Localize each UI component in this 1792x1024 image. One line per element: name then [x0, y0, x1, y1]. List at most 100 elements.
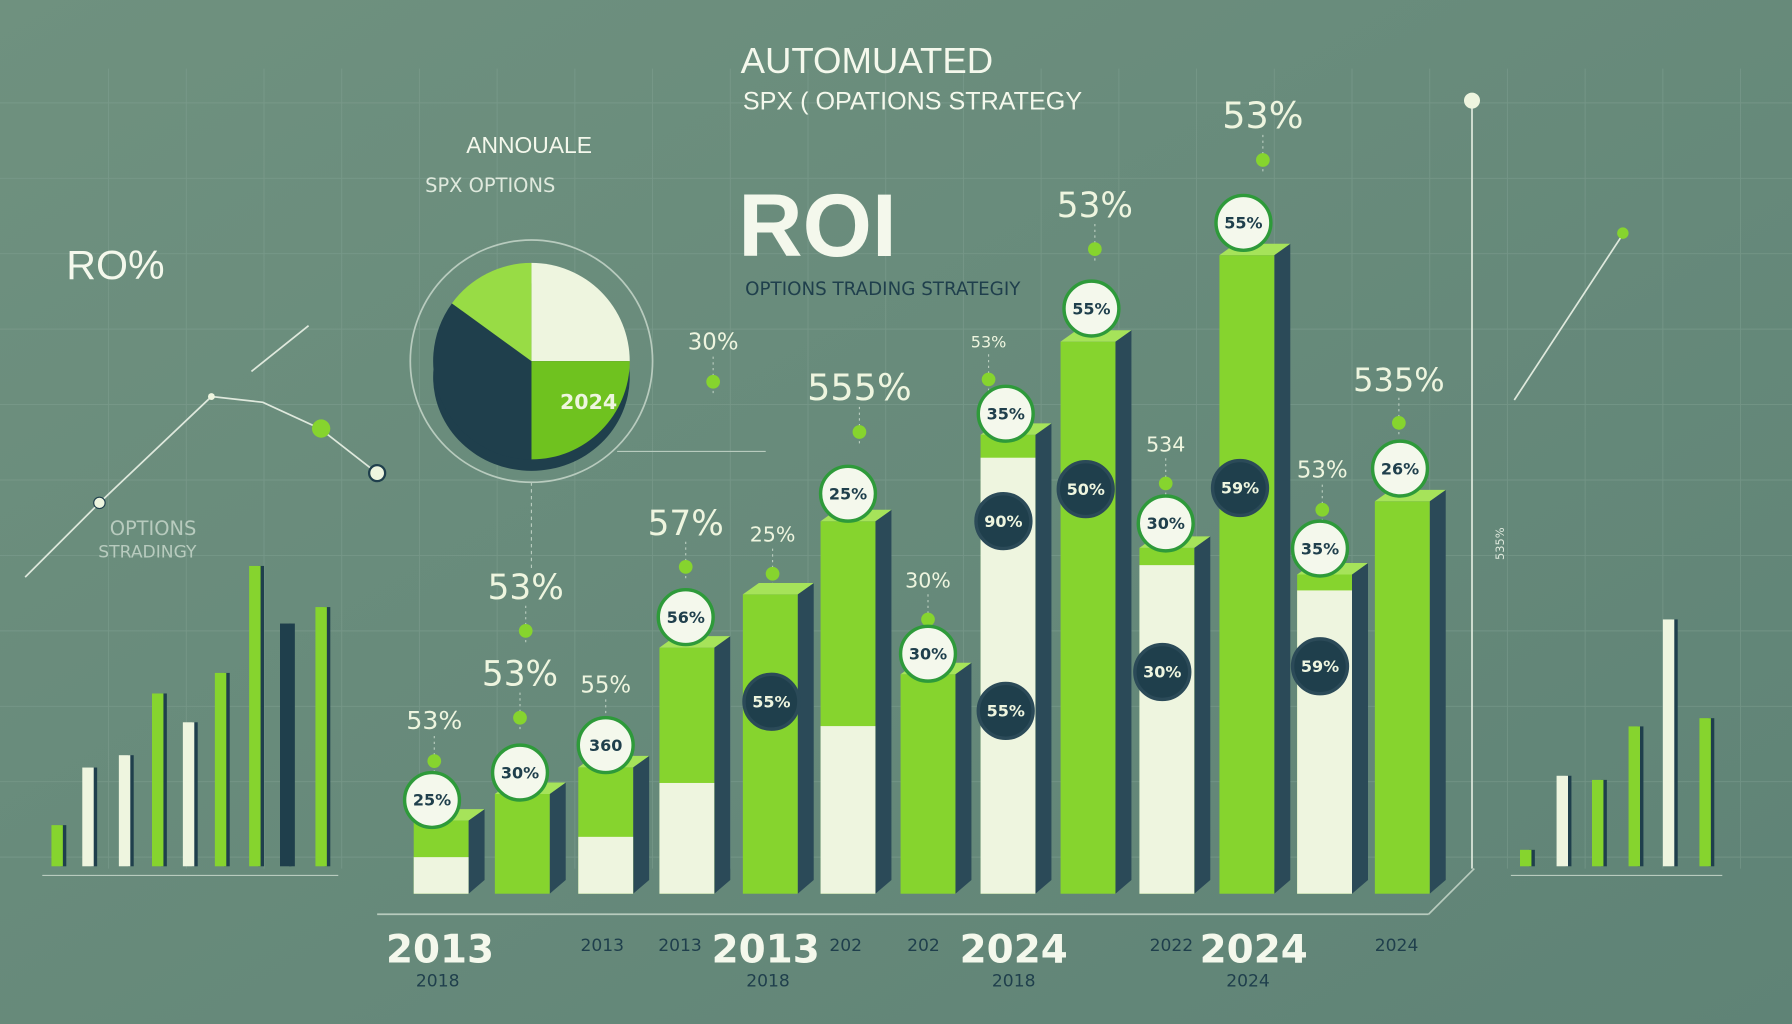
year-label: 2024	[1200, 927, 1308, 972]
bar	[1374, 501, 1430, 894]
year-label: 2018	[746, 971, 790, 991]
mini-bar	[1520, 849, 1532, 867]
mini-bar-shadow	[161, 693, 167, 867]
floating-label: 30%	[688, 330, 739, 356]
mini-bar	[51, 825, 63, 867]
badge-circle	[1056, 459, 1115, 519]
mini-bar	[1592, 779, 1604, 867]
year-label: 2024	[960, 927, 1068, 972]
line-point	[312, 419, 331, 438]
bar	[742, 594, 798, 894]
badge-label: 59%	[1221, 479, 1259, 498]
year-label: 202	[829, 936, 862, 956]
label-dot	[1392, 416, 1406, 430]
label-dot	[1088, 242, 1102, 256]
badge-circle	[402, 770, 462, 830]
mini-bar-shadow	[289, 623, 295, 867]
year-label: 2013	[386, 927, 494, 972]
mini-bar-shadow	[91, 767, 98, 867]
left-trend-line-2	[250, 325, 310, 373]
bar-side	[1429, 489, 1446, 894]
pie-slice	[531, 262, 630, 362]
reference-line-knob	[1464, 92, 1480, 109]
floating-label: 555%	[807, 366, 912, 409]
title-line-2: SPX ( OPATIONS STRATEGY	[743, 88, 1082, 116]
badge-circle	[898, 624, 958, 683]
bar-white-segment	[413, 857, 469, 894]
mini-bar	[1628, 726, 1640, 867]
roi-heading: ROI	[738, 175, 896, 275]
badge-circle	[742, 672, 801, 731]
label-dot	[765, 566, 780, 581]
badge-label: 55%	[1072, 299, 1110, 318]
pie-chart	[433, 262, 630, 460]
floating-label: 535%	[1353, 361, 1444, 399]
year-label: 2022	[1150, 936, 1194, 956]
baseline-diagonal	[1427, 867, 1475, 915]
label-dot	[1315, 502, 1330, 517]
bar-side	[955, 662, 972, 894]
label-dot	[427, 754, 442, 768]
mini-bar-shadow	[324, 607, 331, 867]
badge-label: 35%	[1301, 539, 1339, 558]
mini-bar-shadow	[224, 672, 230, 867]
mini-bar	[1662, 619, 1675, 867]
bar-side	[875, 509, 892, 894]
label-dot	[921, 612, 935, 627]
mini-bar	[118, 755, 131, 867]
mini-bar-shadow	[192, 722, 198, 867]
value-badges: 25% 30% 360 56% 55% 25% 30% 35% 90% 55% 55% 50% 30% 3…	[402, 193, 1430, 830]
mini-bar	[280, 623, 292, 867]
label-dot	[981, 372, 996, 387]
title-line-1: AUTOMUATED	[741, 40, 994, 81]
bar-white-segment	[659, 782, 715, 894]
label-dot	[513, 710, 527, 725]
floating-label: 53%	[1297, 458, 1348, 484]
mini-bar-shadow	[60, 825, 67, 867]
right-trend-line	[1513, 233, 1624, 401]
year-label: 202	[907, 936, 940, 956]
badge-label: 90%	[984, 512, 1022, 531]
mini-bar-shadow	[1529, 849, 1535, 867]
bar	[1219, 255, 1275, 894]
year-label: 2024	[1226, 971, 1270, 991]
badge-label: 56%	[667, 608, 705, 627]
bar-side	[1115, 330, 1132, 894]
pie-slice	[433, 303, 532, 460]
label-dot	[518, 624, 533, 638]
bar-white-segment	[1297, 590, 1352, 894]
year-label: 2013	[658, 936, 702, 956]
badge-label: 35%	[987, 404, 1025, 423]
badge-circle	[1290, 519, 1350, 578]
line-point	[93, 496, 106, 510]
year-label: 2018	[416, 971, 460, 991]
badge-circle	[576, 716, 635, 775]
label-dot	[852, 425, 867, 439]
badge-label: 55%	[752, 692, 790, 711]
line-point	[1617, 227, 1629, 239]
label-dot	[706, 374, 720, 389]
bar-side	[468, 809, 485, 894]
year-label: 2013	[580, 936, 624, 956]
bar-white-segment	[820, 726, 876, 894]
mini-bar	[82, 767, 94, 867]
bar-side	[1274, 243, 1291, 894]
badge-circle	[490, 743, 550, 802]
badge-circle	[974, 491, 1033, 551]
badge-circle	[1062, 279, 1121, 338]
badge-label: 59%	[1301, 657, 1339, 676]
mini-bar	[1556, 775, 1568, 867]
badge-circle	[1290, 637, 1350, 696]
badge-circle	[976, 681, 1035, 740]
bar	[900, 674, 956, 894]
bar-side	[1035, 423, 1052, 894]
bar-side	[549, 782, 566, 894]
bar	[494, 793, 550, 894]
pie-slice	[451, 262, 532, 362]
mini-bar	[315, 607, 327, 867]
label-dot	[1158, 476, 1173, 491]
mini-bar-shadow	[1565, 775, 1572, 867]
pie-slice	[531, 361, 630, 460]
